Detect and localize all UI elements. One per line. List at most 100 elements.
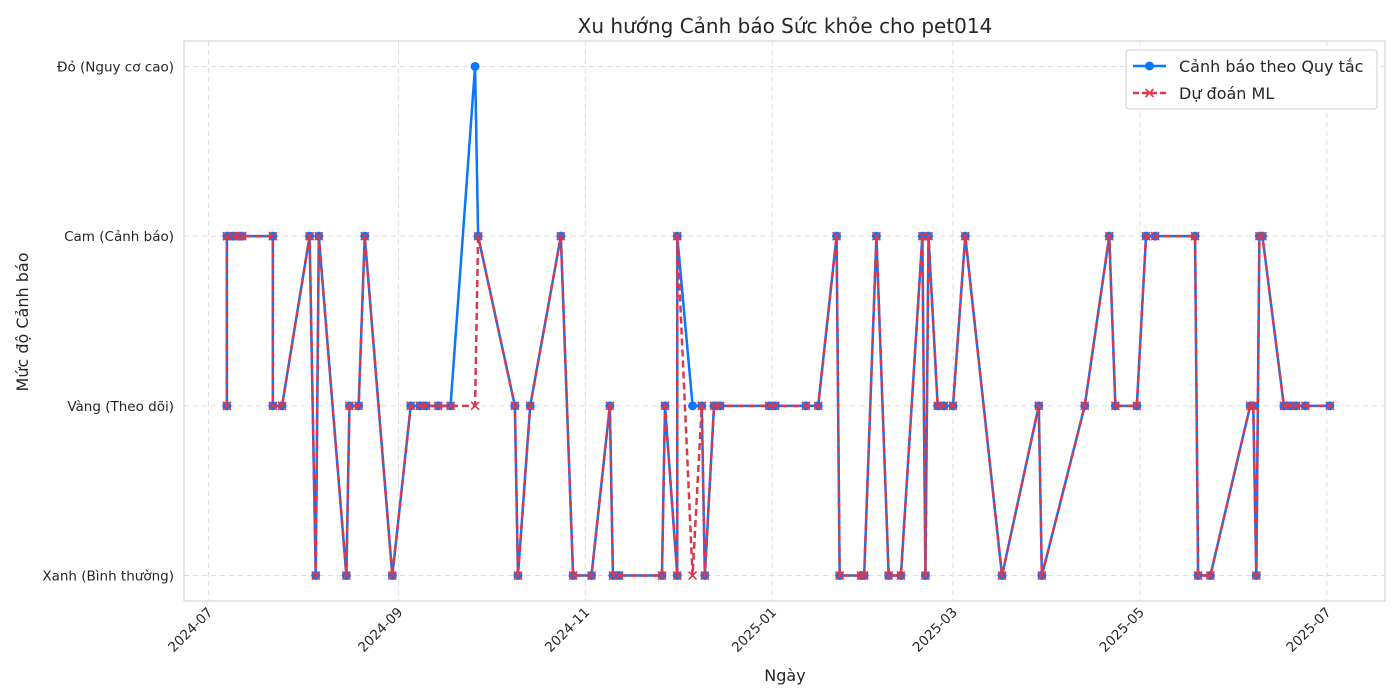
y-tick-label: Vàng (Theo dõi) [67, 399, 174, 415]
data-point [354, 401, 364, 411]
y-tick-label: Xanh (Bình thường) [42, 569, 174, 585]
data-point [1190, 231, 1200, 241]
data-point [871, 231, 881, 241]
data-point [813, 401, 823, 411]
data-point [311, 570, 321, 581]
data-point [406, 401, 416, 411]
data-point [268, 401, 278, 411]
series-layer [222, 61, 1335, 581]
data-point [234, 231, 244, 241]
x-tick-label: 2024-09 [355, 605, 406, 656]
data-point [923, 231, 934, 241]
data-point [568, 570, 578, 581]
data-point [1034, 401, 1044, 411]
data-point [688, 570, 698, 581]
data-point [1254, 231, 1264, 241]
data-point [1248, 401, 1258, 411]
data-point [510, 401, 520, 411]
data-point [896, 570, 906, 581]
y-tick-label: Cam (Cảnh báo) [64, 229, 174, 245]
x-tick-label: 2025-03 [910, 605, 961, 656]
data-point [920, 570, 930, 581]
data-point [525, 401, 535, 411]
data-point [948, 401, 958, 411]
data-point [360, 231, 370, 241]
legend-label-rule: Cảnh báo theo Quy tắc [1179, 57, 1363, 76]
data-point [470, 61, 480, 71]
data-point [586, 570, 597, 581]
plot-frame [183, 40, 1386, 602]
data-point [1080, 401, 1090, 411]
data-point [445, 401, 456, 411]
data-point [657, 570, 667, 581]
legend-label-ml: Dự đoán ML [1179, 84, 1274, 103]
data-point [1110, 401, 1120, 411]
data-point [770, 401, 780, 411]
data-point [1257, 231, 1268, 241]
data-point [1245, 401, 1255, 411]
legend-marker-ml [1144, 88, 1155, 98]
legend: Cảnh báo theo Quy tắc Dự đoán ML [1125, 49, 1378, 110]
y-axis: Xanh (Bình thường) Vàng (Theo dõi) Cam (Cả… [42, 59, 174, 584]
series-ml [222, 231, 1335, 581]
x-tick-label: 2025-01 [729, 605, 780, 656]
data-point [801, 401, 811, 411]
data-point [341, 570, 351, 581]
chart-title: Xu hướng Cảnh báo Sức khỏe cho pet014 [578, 14, 993, 38]
data-point [268, 231, 278, 241]
data-point [997, 570, 1007, 581]
data-point [688, 401, 698, 411]
data-point [1325, 401, 1335, 411]
y-axis-label: Mức độ Cảnh báo [13, 253, 32, 392]
data-point [672, 570, 682, 581]
data-point [237, 231, 247, 241]
data-point [513, 570, 523, 581]
data-point [1193, 570, 1203, 581]
grid [184, 41, 1385, 601]
data-point [1037, 570, 1047, 581]
data-point [1205, 570, 1215, 581]
data-point [614, 570, 624, 581]
data-point [277, 401, 287, 411]
x-axis: 2024-07 2024-09 2024-11 2025-01 2025-03 2025-… [165, 605, 1334, 656]
data-point [1300, 401, 1310, 411]
data-point [1150, 231, 1160, 241]
data-point [556, 231, 566, 241]
data-point [433, 401, 443, 411]
data-point [605, 401, 615, 411]
data-point [884, 570, 894, 581]
data-point [1251, 570, 1261, 581]
x-tick-label: 2024-07 [165, 605, 216, 656]
data-point [314, 231, 324, 241]
data-point [222, 401, 232, 411]
x-tick-label: 2024-11 [542, 605, 593, 656]
data-point [1104, 231, 1114, 241]
data-point [856, 570, 866, 581]
data-point [473, 231, 483, 241]
legend-marker-rule [1145, 61, 1154, 71]
data-point [470, 401, 480, 411]
data-point [421, 401, 431, 411]
series-line [225, 65, 1330, 577]
data-point [344, 401, 355, 411]
legend-box [1125, 49, 1378, 110]
data-point [387, 570, 397, 581]
data-point [672, 231, 682, 241]
series-rule [222, 61, 1335, 581]
data-point [859, 570, 869, 581]
data-point [660, 401, 670, 411]
data-point [305, 231, 315, 241]
data-point [939, 401, 949, 411]
data-point [1141, 231, 1151, 241]
x-tick-label: 2025-07 [1283, 605, 1334, 656]
y-tick-label: Đỏ (Nguy cơ cao) [57, 59, 174, 75]
x-axis-label: Ngày [764, 666, 805, 685]
data-point [1291, 401, 1301, 411]
data-point [835, 570, 845, 581]
x-tick-label: 2025-05 [1097, 605, 1148, 656]
data-point [1132, 401, 1142, 411]
data-point [700, 570, 710, 581]
data-point [697, 401, 707, 411]
data-point [715, 401, 725, 411]
